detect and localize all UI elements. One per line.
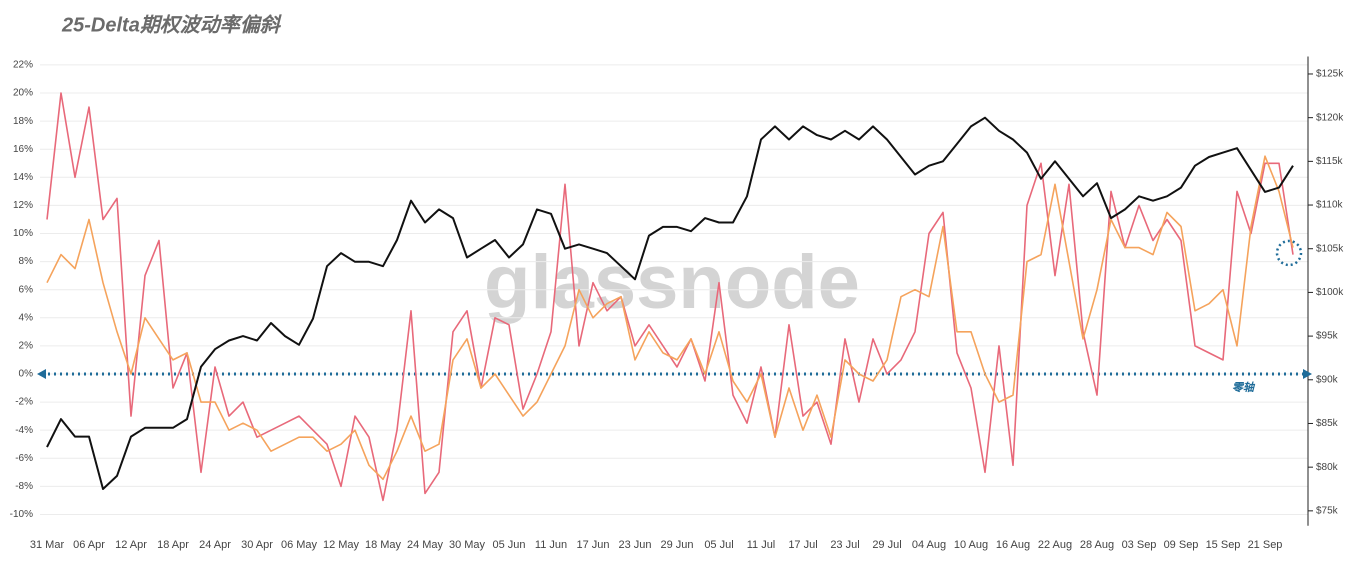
x-tick-label: 23 Jul: [830, 539, 859, 551]
x-tick-label: 24 Apr: [199, 539, 231, 551]
x-tick-label: 28 Aug: [1080, 539, 1114, 551]
x-tick-label: 17 Jun: [576, 539, 609, 551]
y-tick-label: 14%: [13, 172, 33, 183]
watermark: glassnode: [484, 240, 860, 325]
y2-tick-label: $100k: [1316, 287, 1344, 298]
y2-tick-label: $90k: [1316, 374, 1339, 385]
y2-tick-label: $95k: [1316, 331, 1339, 342]
x-tick-label: 30 May: [449, 539, 486, 551]
x-tick-label: 12 Apr: [115, 539, 147, 551]
y2-tick-label: $110k: [1316, 200, 1344, 211]
arrow-right: [1303, 368, 1312, 379]
highlight-circle: [1275, 239, 1303, 267]
y2-tick-label: $105k: [1316, 243, 1344, 254]
x-tick-label: 16 Aug: [996, 539, 1030, 551]
x-tick-label: 30 Apr: [241, 539, 273, 551]
y-tick-label: -2%: [15, 397, 33, 408]
y2-tick-label: $120k: [1316, 112, 1344, 123]
x-tick-label: 31 Mar: [30, 539, 65, 551]
y-tick-label: -10%: [10, 509, 33, 520]
y-tick-label: 22%: [13, 60, 33, 71]
x-tick-label: 11 Jun: [535, 539, 567, 551]
y-tick-label: 6%: [19, 284, 34, 295]
y-tick-label: 10%: [13, 228, 33, 239]
series-line: [46, 155, 1294, 481]
y2-tick-label: $85k: [1316, 418, 1339, 429]
y2-tick-label: $115k: [1316, 156, 1344, 167]
y-tick-label: 2%: [19, 341, 34, 352]
x-tick-label: 18 Apr: [157, 539, 189, 551]
y-tick-label: 0%: [19, 369, 34, 380]
y-tick-label: 12%: [13, 200, 33, 211]
y-tick-label: -8%: [15, 481, 33, 492]
chart-title: 25-Delta期权波动率偏斜: [61, 13, 282, 36]
x-tick-label: 23 Jun: [618, 539, 651, 551]
y2-tick-label: $75k: [1316, 505, 1339, 516]
series-line: [46, 116, 1294, 490]
arrow-left: [37, 368, 46, 379]
x-tick-label: 21 Sep: [1248, 539, 1283, 551]
x-tick-label: 24 May: [407, 539, 444, 551]
y-tick-label: -4%: [15, 425, 33, 436]
x-tick-label: 17 Jul: [788, 539, 817, 551]
x-tick-label: 04 Aug: [912, 539, 946, 551]
y-tick-label: 18%: [13, 116, 33, 127]
y2-tick-label: $80k: [1316, 462, 1339, 473]
x-tick-label: 15 Sep: [1206, 539, 1241, 551]
y-tick-label: 8%: [19, 256, 34, 267]
x-tick-label: 06 Apr: [73, 539, 105, 551]
x-tick-label: 05 Jun: [492, 539, 525, 551]
y-tick-label: 16%: [13, 144, 33, 155]
y2-tick-label: $125k: [1316, 69, 1344, 80]
x-tick-label: 11 Jul: [747, 539, 776, 551]
x-tick-label: 12 May: [323, 539, 360, 551]
x-tick-label: 29 Jun: [660, 539, 693, 551]
x-tick-label: 03 Sep: [1122, 539, 1157, 551]
zero-label: 零轴: [1232, 381, 1256, 394]
x-tick-label: 06 May: [281, 539, 318, 551]
x-tick-label: 09 Sep: [1164, 539, 1199, 551]
x-tick-label: 18 May: [365, 539, 402, 551]
y-tick-label: -6%: [15, 453, 33, 464]
x-tick-label: 10 Aug: [954, 539, 988, 551]
y-tick-label: 4%: [19, 312, 34, 323]
x-tick-label: 05 Jul: [704, 539, 733, 551]
y-tick-label: 20%: [13, 88, 33, 99]
x-tick-label: 22 Aug: [1038, 539, 1072, 551]
x-tick-label: 29 Jul: [872, 539, 901, 551]
